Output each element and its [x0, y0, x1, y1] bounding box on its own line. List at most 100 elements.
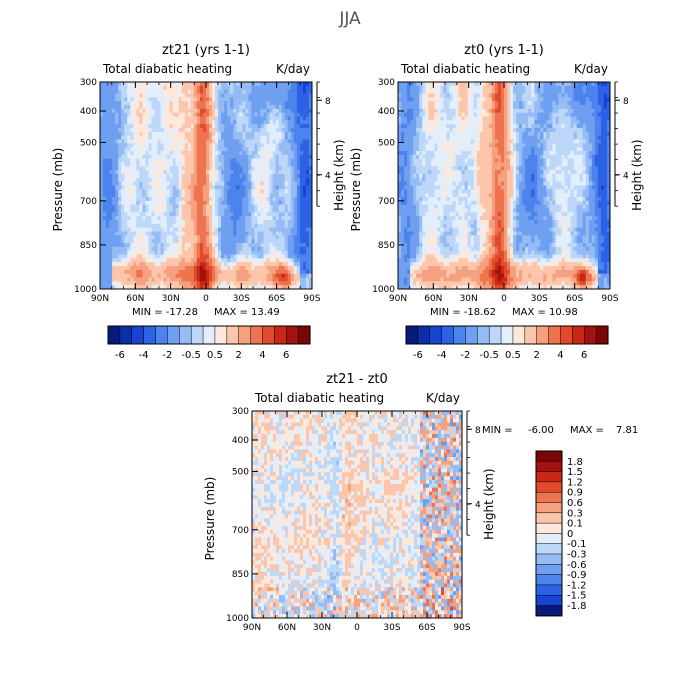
heatmap-cell: [281, 273, 286, 278]
heatmap-cell: [407, 166, 411, 171]
heatmap-cell: [136, 269, 140, 275]
heatmap-cell: [428, 281, 432, 286]
heatmap-cell: [109, 85, 113, 91]
heatmap-cell: [419, 254, 423, 259]
heatmap-cell: [278, 250, 283, 255]
heatmap-cell: [446, 239, 450, 244]
heatmap-cell: [181, 200, 186, 206]
heatmap-cell: [434, 131, 438, 137]
heatmap-cell: [224, 166, 228, 171]
heatmap-cell: [206, 124, 210, 129]
heatmap-cell: [302, 212, 307, 217]
heatmap-cell: [133, 128, 137, 133]
heatmap-cell: [136, 82, 140, 87]
heatmap-cell: [233, 277, 237, 282]
heatmap-cell: [175, 250, 180, 255]
heatmap-cell: [278, 208, 283, 213]
heatmap-cell: [130, 105, 134, 110]
heatmap-cell: [127, 101, 131, 106]
heatmap-cell: [293, 220, 298, 225]
heatmap-cell: [257, 216, 261, 221]
heatmap-cell: [181, 120, 186, 125]
heatmap-cell: [272, 216, 277, 221]
heatmap-cell: [278, 204, 283, 209]
heatmap-cell: [296, 158, 301, 163]
heatmap-cell: [236, 227, 240, 232]
heatmap-cell: [419, 174, 423, 179]
heatmap-cell: [221, 101, 225, 106]
heatmap-cell: [139, 82, 143, 87]
heatmap-cell: [425, 166, 429, 171]
heatmap-cell: [410, 124, 414, 129]
heatmap-cell: [230, 246, 234, 252]
heatmap-cell: [181, 108, 186, 114]
heatmap-cell: [187, 243, 192, 248]
heatmap-cell: [212, 174, 216, 179]
heatmap-cell: [266, 166, 270, 171]
heatmap-cell: [100, 269, 104, 275]
heatmap-cell: [121, 193, 125, 198]
heatmap-cell: [184, 139, 189, 144]
heatmap-cell: [308, 273, 313, 278]
heatmap-cell: [218, 223, 222, 229]
heatmap-cell: [139, 143, 143, 148]
heatmap-cell: [431, 231, 435, 236]
heatmap-cell: [190, 139, 195, 144]
heatmap-cell: [416, 197, 420, 202]
heatmap-cell: [419, 143, 423, 148]
heatmap-cell: [115, 223, 119, 229]
heatmap-cell: [404, 85, 408, 91]
heatmap-cell: [422, 285, 426, 290]
heatmap-cell: [404, 143, 408, 148]
heatmap-cell: [239, 273, 243, 278]
heatmap-cell: [215, 281, 219, 286]
heatmap-cell: [121, 254, 125, 259]
heatmap-cell: [221, 185, 225, 190]
heatmap-cell: [431, 200, 435, 206]
heatmap-cell: [121, 231, 125, 236]
heatmap-cell: [308, 204, 313, 209]
heatmap-cell: [248, 208, 252, 213]
heatmap-cell: [413, 193, 417, 198]
heatmap-cell: [284, 116, 289, 121]
heatmap-cell: [103, 170, 107, 175]
heatmap-cell: [139, 128, 143, 133]
heatmap-cell: [127, 231, 131, 236]
heatmap-cell: [236, 158, 240, 163]
heatmap-cell: [160, 131, 164, 137]
heatmap-cell: [287, 151, 292, 156]
heatmap-cell: [443, 208, 447, 213]
heatmap-cell: [166, 128, 171, 133]
heatmap-cell: [118, 162, 122, 167]
heatmap-cell: [275, 147, 280, 152]
heatmap-cell: [109, 162, 113, 167]
heatmap-cell: [106, 262, 110, 267]
heatmap-cell: [221, 108, 225, 114]
heatmap-cell: [419, 200, 423, 206]
heatmap-cell: [233, 135, 237, 140]
heatmap-cell: [175, 93, 180, 98]
heatmap-cell: [248, 131, 252, 137]
heatmap-cell: [404, 120, 408, 125]
heatmap-cell: [218, 93, 222, 98]
heatmap-cell: [109, 212, 113, 217]
heatmap-cell: [160, 166, 164, 171]
heatmap-cell: [248, 181, 252, 186]
heatmap-cell: [281, 120, 286, 125]
heatmap-cell: [115, 97, 119, 102]
heatmap-cell: [215, 166, 219, 171]
heatmap-cell: [196, 166, 201, 171]
heatmap-cell: [401, 154, 405, 160]
heatmap-cell: [422, 139, 426, 144]
heatmap-cell: [136, 200, 140, 206]
heatmap-cell: [236, 235, 240, 240]
heatmap-cell: [266, 177, 270, 183]
heatmap-cell: [193, 143, 198, 148]
heatmap-cell: [431, 262, 435, 267]
heatmap-cell: [443, 166, 447, 171]
heatmap-cell: [106, 189, 110, 194]
heatmap-cell: [293, 235, 298, 240]
heatmap-cell: [404, 105, 408, 110]
heatmap-cell: [446, 158, 450, 163]
heatmap-cell: [106, 116, 110, 121]
